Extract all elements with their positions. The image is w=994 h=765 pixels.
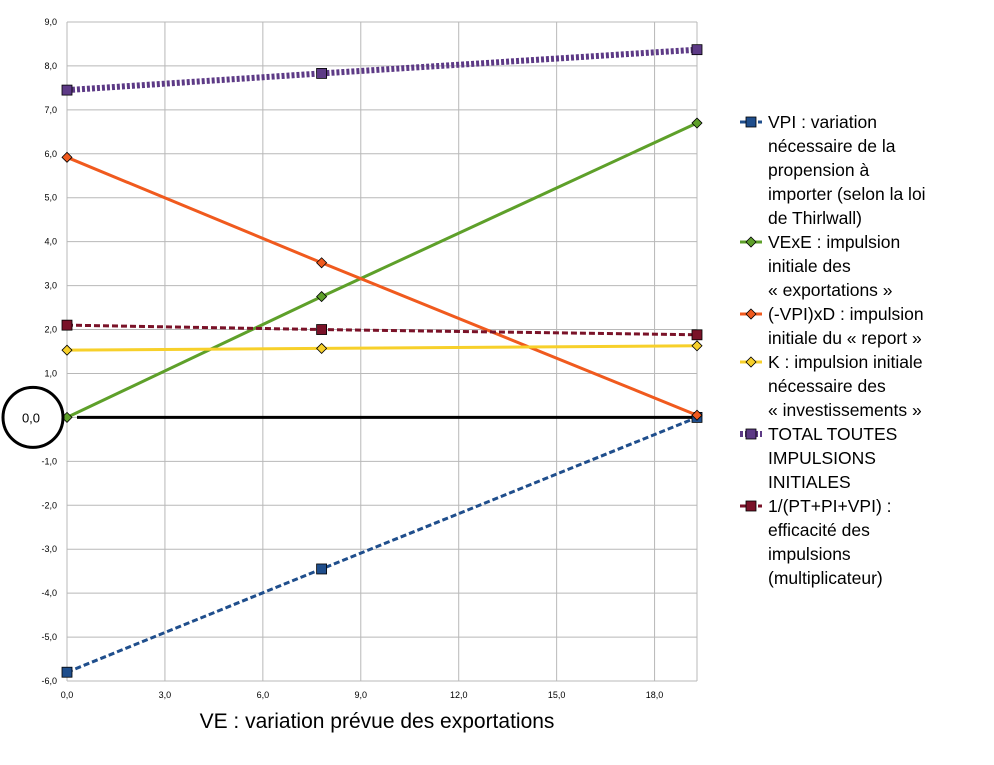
data-point-vpixd xyxy=(691,409,703,421)
x-tick-label: 15,0 xyxy=(548,690,566,700)
y-axis-tick-labels: 9,08,07,06,05,04,03,02,01,00,0-1,0-2,0-3… xyxy=(41,17,57,686)
x-axis-title: VE : variation prévue des exportations xyxy=(200,710,555,733)
legend-label: « investissements » xyxy=(768,400,922,420)
data-point-vexe xyxy=(691,117,703,129)
y-tick-label: 4,0 xyxy=(44,237,57,247)
y-tick-label: 9,0 xyxy=(44,17,57,27)
legend-swatch-marker xyxy=(745,116,757,128)
series-line-vpi xyxy=(66,416,698,674)
series-line-total xyxy=(66,46,698,94)
legend-item-k: K : impulsion initiale nécessaire des « in… xyxy=(740,352,923,420)
y-tick-label: 1,0 xyxy=(44,368,57,378)
chart-legend: VPI : variation nécessaire de la propensio… xyxy=(740,112,926,588)
zero-annotation: 0,0 xyxy=(1,385,65,449)
zero-annotation-circle xyxy=(1,385,65,449)
data-point-vpi xyxy=(61,666,73,678)
data-point-vexe xyxy=(316,291,328,303)
legend-swatch-marker xyxy=(745,500,757,512)
series-total xyxy=(61,44,703,96)
y-tick-label: -6,0 xyxy=(41,676,57,686)
legend-swatch-marker xyxy=(745,308,757,320)
data-point-multiplicateur xyxy=(316,324,328,335)
series-multiplicateur xyxy=(61,319,703,341)
legend-label: IMPULSIONS xyxy=(768,448,876,468)
chart-series xyxy=(61,44,703,678)
legend-label: 1/(PT+PI+VPI) : xyxy=(768,496,892,516)
data-point-vpi xyxy=(316,563,328,575)
series-line-k xyxy=(66,344,698,352)
legend-label: K : impulsion initiale xyxy=(768,352,923,372)
series-k xyxy=(61,340,703,356)
x-tick-label: 3,0 xyxy=(159,690,172,700)
legend-label: initiale du « report » xyxy=(768,328,922,348)
legend-label: efficacité des xyxy=(768,520,870,540)
legend-item-vpi: VPI : variation nécessaire de la propensio… xyxy=(740,112,926,228)
y-tick-label: -5,0 xyxy=(41,632,57,642)
data-point-multiplicateur xyxy=(61,319,73,331)
legend-label: nécessaire des xyxy=(768,376,886,396)
legend-label: (-VPI)xD : impulsion xyxy=(768,304,924,324)
x-tick-label: 9,0 xyxy=(355,690,368,700)
legend-swatch-marker xyxy=(745,428,757,440)
zero-annotation-label: 0,0 xyxy=(22,410,40,425)
legend-label: VPI : variation xyxy=(768,112,877,132)
legend-label: de Thirlwall) xyxy=(768,208,862,228)
legend-item-vpixd: (-VPI)xD : impulsion initiale du « report… xyxy=(740,304,924,348)
legend-label: impulsions xyxy=(768,544,851,564)
data-point-k xyxy=(61,344,73,356)
legend-label: INITIALES xyxy=(768,472,851,492)
data-point-vpixd xyxy=(316,257,328,269)
data-point-total xyxy=(61,84,73,96)
x-tick-label: 12,0 xyxy=(450,690,468,700)
data-point-multiplicateur xyxy=(691,329,703,341)
legend-label: importer (selon la loi xyxy=(768,184,926,204)
data-point-k xyxy=(691,340,703,352)
y-tick-label: 6,0 xyxy=(44,149,57,159)
data-point-vpixd xyxy=(61,151,73,163)
series-vpixd xyxy=(61,151,703,421)
chart-grid xyxy=(66,21,698,682)
data-point-k xyxy=(316,342,328,354)
y-tick-label: -3,0 xyxy=(41,544,57,554)
y-tick-label: 2,0 xyxy=(44,325,57,335)
y-tick-label: -4,0 xyxy=(41,588,57,598)
legend-label: propension à xyxy=(768,160,869,180)
data-point-total xyxy=(691,44,703,56)
x-tick-label: 0,0 xyxy=(61,690,74,700)
legend-item-total: TOTAL TOUTES IMPULSIONS INITIALES xyxy=(740,424,897,492)
x-tick-label: 6,0 xyxy=(257,690,270,700)
legend-label: initiale des xyxy=(768,256,851,276)
y-tick-label: -2,0 xyxy=(41,500,57,510)
data-point-total xyxy=(316,68,328,79)
y-tick-label: 8,0 xyxy=(44,61,57,71)
legend-item-multiplicateur: 1/(PT+PI+VPI) : efficacité des impulsions (… xyxy=(740,496,892,588)
legend-label: VExE : impulsion xyxy=(768,232,900,252)
x-axis-tick-labels: 0,0 3,0 6,0 9,0 12,0 15,0 18,0 xyxy=(61,690,664,700)
legend-swatch-marker xyxy=(745,236,757,248)
y-tick-label: 7,0 xyxy=(44,105,57,115)
y-tick-label: -1,0 xyxy=(41,456,57,466)
legend-label: « exportations » xyxy=(768,280,893,300)
series-line-vpixd xyxy=(66,155,698,417)
legend-swatch-marker xyxy=(745,356,757,368)
x-tick-label: 18,0 xyxy=(646,690,664,700)
legend-item-vexe: VExE : impulsion initiale des « exportatio… xyxy=(740,232,900,300)
legend-label: TOTAL TOUTES xyxy=(768,424,897,444)
legend-label: (multiplicateur) xyxy=(768,568,883,588)
y-tick-label: 5,0 xyxy=(44,193,57,203)
legend-label: nécessaire de la xyxy=(768,136,896,156)
y-tick-label: 3,0 xyxy=(44,281,57,291)
series-vexe xyxy=(61,117,703,423)
